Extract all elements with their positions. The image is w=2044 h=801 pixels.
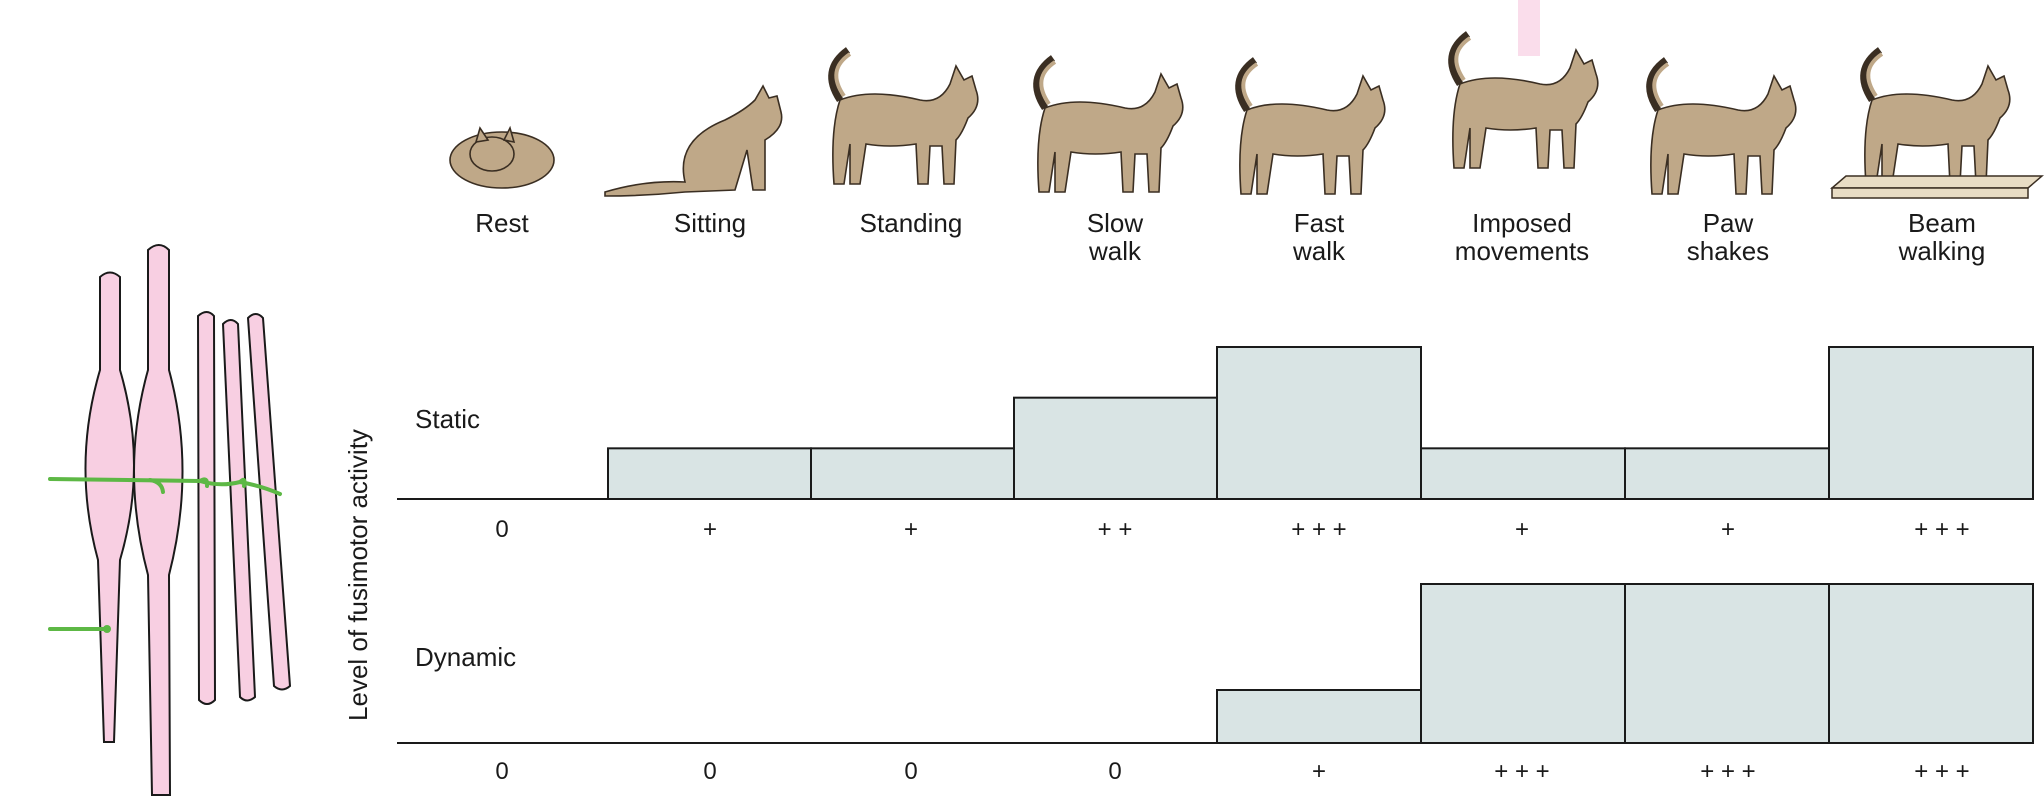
data-label-static-8: + + + [1914, 516, 1969, 543]
data-label-dynamic-1: 0 [495, 758, 508, 785]
data-label-static-5: + + + [1291, 516, 1346, 543]
bar-dynamic-6 [1420, 583, 1626, 744]
series-name-static: Static [415, 404, 480, 434]
category-label-4: Slow walk [1087, 208, 1144, 266]
cat-imposed-movements-icon [1448, 0, 1599, 169]
bar-static-2 [607, 447, 812, 501]
cat-standing-icon [828, 47, 979, 185]
data-label-static-2: + [703, 516, 717, 543]
data-label-dynamic-2: 0 [703, 758, 716, 785]
data-label-dynamic-7: + + + [1700, 758, 1755, 785]
bar-static-4 [1013, 396, 1218, 500]
data-label-static-1: 0 [495, 516, 508, 543]
category-label-7: Paw shakes [1687, 208, 1769, 266]
category-label-6: Imposed movements [1455, 208, 1589, 266]
bar-static-5 [1216, 346, 1422, 500]
data-label-dynamic-8: + + + [1914, 758, 1969, 785]
muscle-spindle-icon [48, 244, 292, 796]
data-label-static-3: + [904, 516, 918, 543]
category-label-1: Rest [475, 208, 529, 238]
cat-fast-walk-icon [1235, 57, 1386, 195]
data-label-dynamic-3: 0 [904, 758, 917, 785]
bar-dynamic-7 [1624, 583, 1830, 744]
data-label-static-4: + + [1098, 516, 1133, 543]
bar-static-6 [1420, 447, 1626, 501]
data-label-static-7: + [1721, 516, 1735, 543]
cat-slow-walk-icon [1033, 55, 1184, 193]
cat-beam-walking-icon [1829, 47, 2044, 199]
data-label-dynamic-4: 0 [1108, 758, 1121, 785]
data-label-dynamic-5: + [1312, 758, 1326, 785]
category-label-3: Standing [860, 208, 963, 238]
cat-resting-curled-icon [449, 125, 555, 189]
bar-dynamic-8 [1828, 583, 2034, 744]
cat-paw-shake-icon [1646, 57, 1797, 195]
category-label-5: Fast walk [1292, 208, 1346, 266]
bar-static-7 [1624, 447, 1830, 501]
series-name-dynamic: Dynamic [415, 642, 516, 672]
data-label-static-6: + [1515, 516, 1529, 543]
y-axis-label: Level of fusimotor activity [343, 429, 373, 721]
category-label-8: Beam walking [1898, 208, 1986, 266]
bar-static-3 [810, 447, 1015, 501]
data-label-dynamic-6: + + + [1494, 758, 1549, 785]
category-label-2: Sitting [674, 208, 746, 238]
cat-sitting-icon [604, 84, 783, 197]
bar-static-8 [1828, 346, 2034, 500]
bar-dynamic-5 [1216, 689, 1422, 744]
